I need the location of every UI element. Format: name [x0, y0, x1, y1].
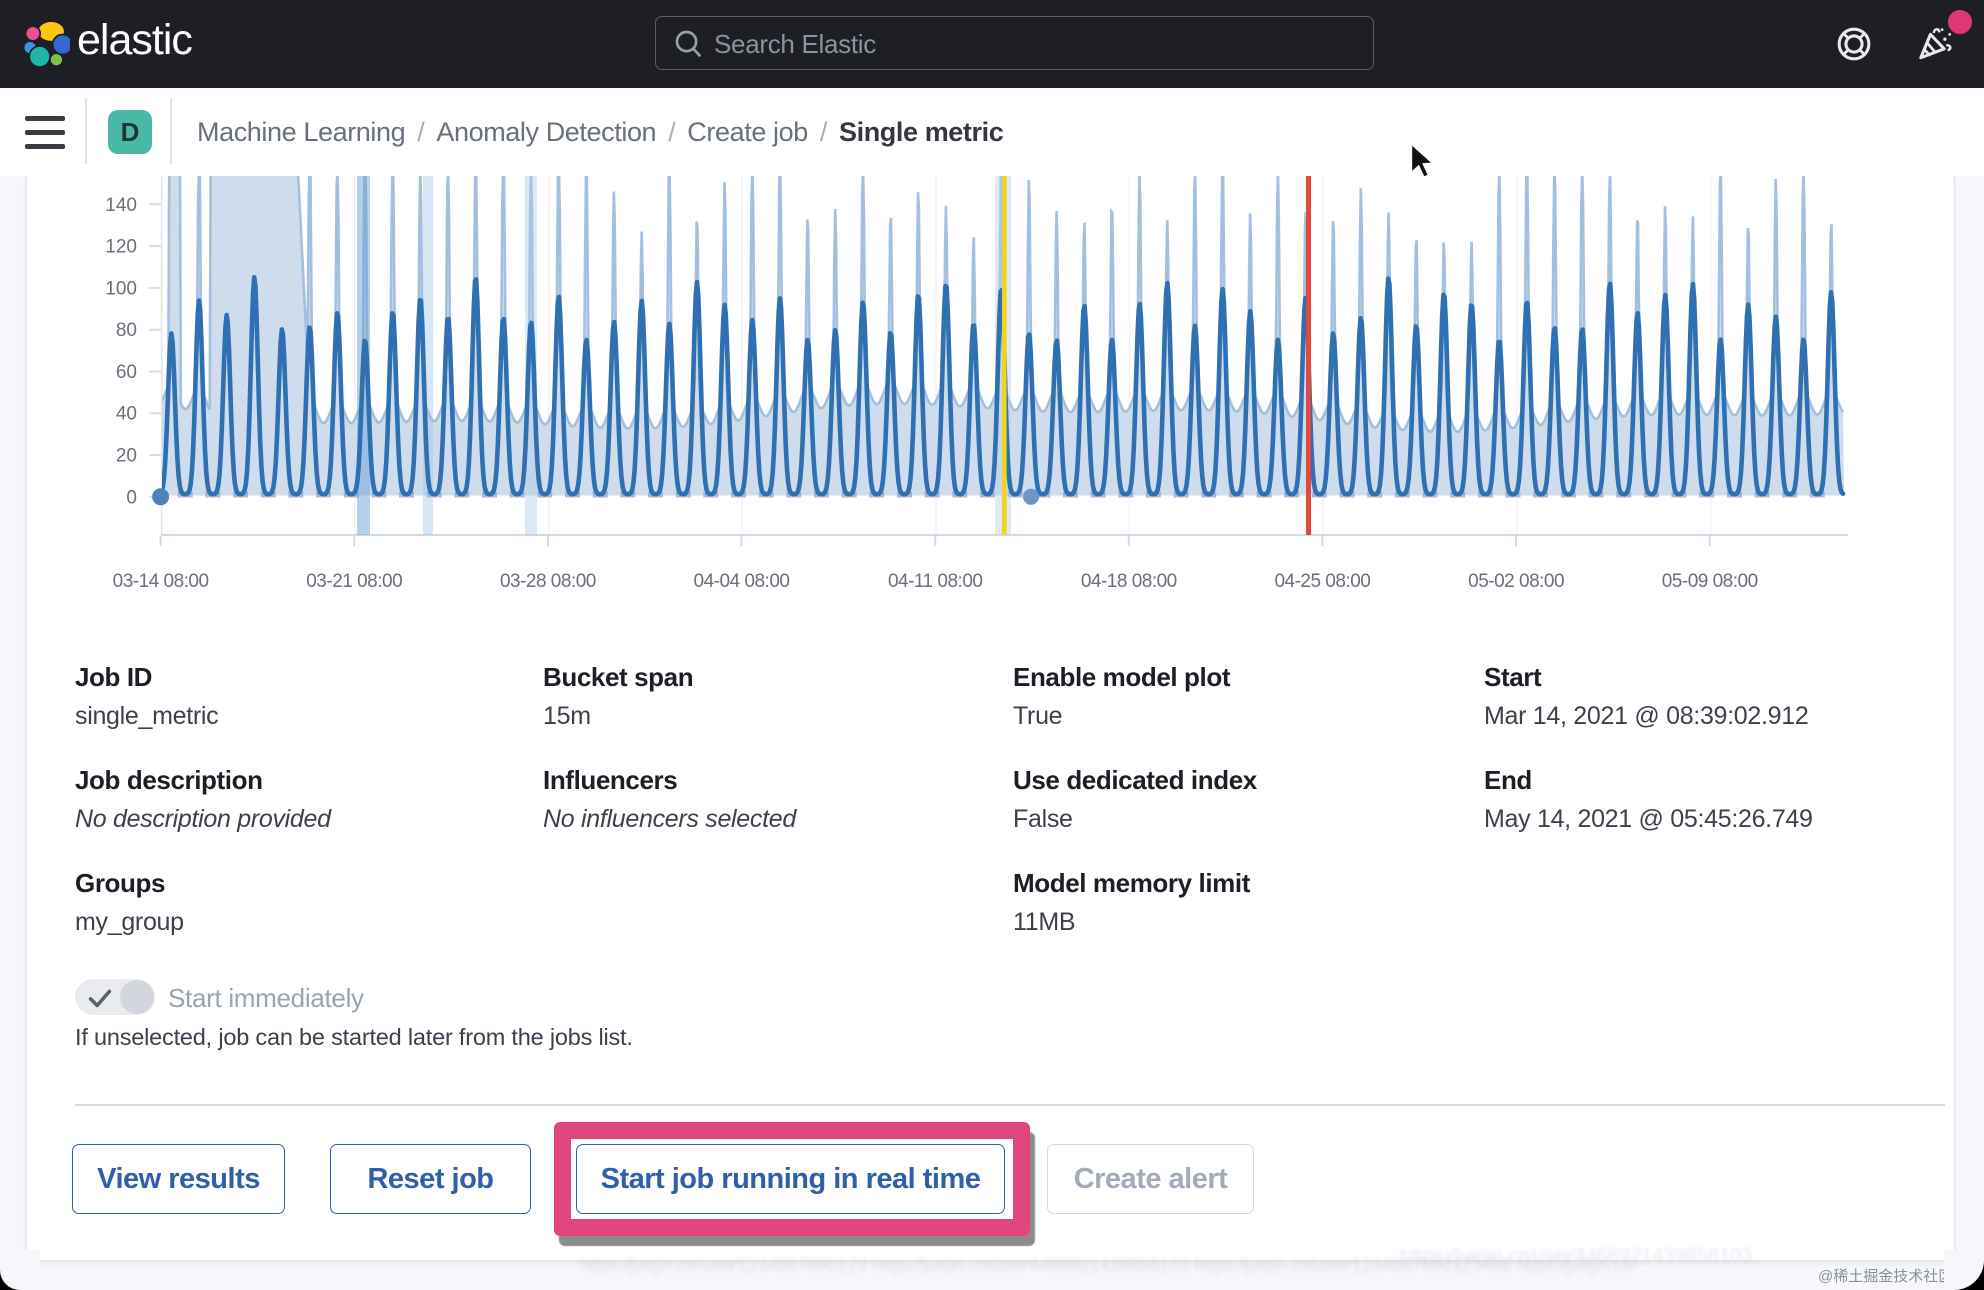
svg-text:03-28 08:00: 03-28 08:00	[500, 571, 596, 592]
svg-text:05-09 08:00: 05-09 08:00	[1662, 571, 1758, 592]
svg-text:04-25 08:00: 04-25 08:00	[1274, 571, 1370, 592]
svg-text:0: 0	[126, 487, 137, 508]
svg-text:80: 80	[116, 320, 137, 341]
svg-text:04-11 08:00: 04-11 08:00	[888, 571, 983, 592]
svg-text:140: 140	[105, 195, 137, 216]
svg-text:04-18 08:00: 04-18 08:00	[1081, 571, 1177, 592]
svg-text:03-14 08:00: 03-14 08:00	[113, 571, 209, 592]
svg-text:04-04 08:00: 04-04 08:00	[694, 571, 790, 592]
svg-text:05-02 08:00: 05-02 08:00	[1468, 571, 1564, 592]
svg-text:03-21 08:00: 03-21 08:00	[306, 571, 402, 592]
svg-text:120: 120	[105, 237, 137, 258]
svg-text:100: 100	[105, 278, 137, 299]
svg-text:60: 60	[116, 362, 137, 383]
svg-text:20: 20	[116, 446, 137, 467]
svg-text:40: 40	[116, 404, 137, 425]
